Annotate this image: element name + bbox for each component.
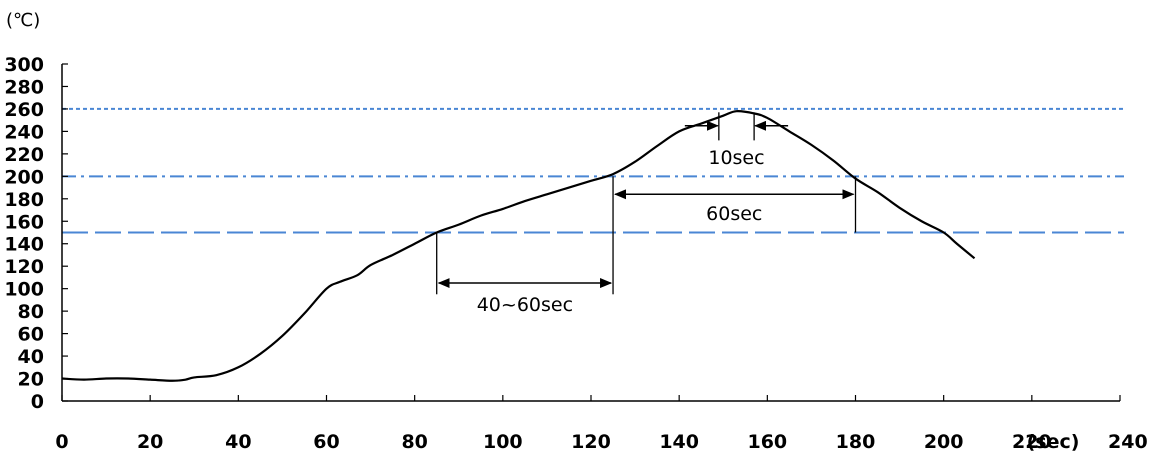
x-tick-label: 200 [924, 431, 964, 453]
y-tick-labels: 0204060801001201401601802002202402602803… [4, 54, 44, 413]
duration-annotations: 40~60sec 60sec 10sec [436, 112, 857, 316]
x-tick-label: 100 [483, 431, 523, 453]
x-tick-label: 180 [836, 431, 876, 453]
y-tick-label: 0 [31, 391, 44, 413]
y-tick-label: 260 [4, 99, 44, 121]
y-tick-label: 240 [4, 121, 44, 143]
y-tick-label: 220 [4, 144, 44, 166]
x-tick-label: 20 [137, 431, 163, 453]
x-tick-label: 160 [747, 431, 787, 453]
temperature-series [61, 110, 976, 382]
y-tick-label: 300 [4, 54, 44, 76]
y-tick-label: 200 [4, 166, 44, 188]
x-tick-label: 80 [401, 431, 427, 453]
y-tick-label: 40 [18, 346, 44, 368]
y-tick-label: 180 [4, 189, 44, 211]
y-tick-label: 60 [18, 324, 44, 346]
y-tick-label: 140 [4, 234, 44, 256]
x-tick-label: 220 [1012, 431, 1052, 453]
reference-lines [62, 107, 1124, 234]
label-10sec: 10sec [708, 147, 764, 169]
temperature-curve [61, 110, 976, 382]
y-tick-label: 100 [4, 279, 44, 301]
y-axis-unit: (℃) [6, 10, 40, 31]
y-tick-label: 120 [4, 256, 44, 278]
y-tick-label: 20 [18, 369, 44, 391]
label-60sec: 60sec [706, 203, 762, 225]
y-tick-label: 160 [4, 211, 44, 233]
x-tick-label: 140 [659, 431, 699, 453]
label-40-60sec: 40~60sec [477, 294, 573, 316]
y-tick-label: 80 [18, 301, 44, 323]
x-tick-labels: 0 20 40 60 80 100 120 140 160 180 200 220 240 [55, 431, 1147, 453]
x-tick-label: 240 [1108, 431, 1148, 453]
x-tick-label: 120 [571, 431, 611, 453]
x-tick-label: 60 [313, 431, 339, 453]
x-tick-label: 0 [55, 431, 68, 453]
x-axis-unit: (sec) [1027, 431, 1080, 453]
y-tick-label: 280 [4, 76, 44, 98]
x-tick-label: 40 [225, 431, 251, 453]
